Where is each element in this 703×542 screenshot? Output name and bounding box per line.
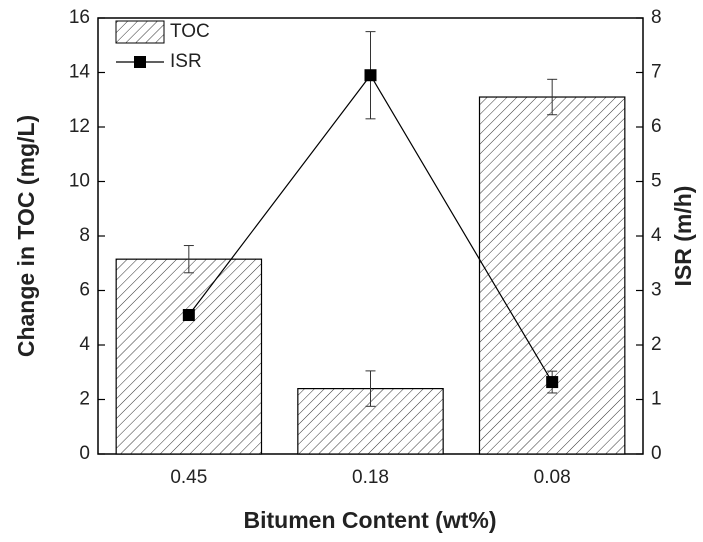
y-tick-label: 2 [79, 389, 90, 410]
y-axis-title: Change in TOC (mg/L) [13, 115, 39, 357]
error-bar [183, 245, 194, 274]
y2-tick-label: 0 [651, 443, 662, 464]
legend-marker [134, 56, 146, 68]
y2-tick-label: 3 [651, 280, 662, 301]
marker [182, 309, 195, 322]
y2-tick-label: 7 [651, 62, 662, 83]
x-tick-label: 0.18 [352, 467, 389, 488]
x-tick-label: 0.45 [170, 467, 207, 488]
y-tick-label: 0 [79, 443, 90, 464]
y2-axis-title: ISR (m/h) [670, 186, 696, 287]
y-tick-label: 16 [69, 7, 90, 28]
error-bar [547, 78, 558, 116]
y-tick-label: 14 [69, 62, 91, 83]
x-axis-title: Bitumen Content (wt%) [244, 507, 497, 533]
y2-tick-label: 6 [651, 116, 662, 137]
legend-swatch [115, 20, 165, 44]
y-tick-label: 4 [79, 334, 90, 355]
marker [364, 69, 377, 82]
legend-label: TOC [170, 21, 210, 42]
y2-tick-label: 5 [651, 171, 662, 192]
y2-tick-label: 8 [651, 7, 662, 28]
y2-tick-label: 2 [651, 334, 662, 355]
legend-label: ISR [170, 51, 202, 72]
error-bar [365, 370, 376, 407]
bar [478, 96, 626, 455]
y-tick-label: 6 [79, 280, 90, 301]
y-tick-label: 10 [69, 171, 90, 192]
y2-tick-label: 1 [651, 389, 662, 410]
y-tick-label: 12 [69, 116, 90, 137]
x-tick-label: 0.08 [534, 467, 571, 488]
y2-tick-label: 4 [651, 225, 662, 246]
marker [546, 376, 559, 389]
y-tick-label: 8 [79, 225, 90, 246]
bar [115, 258, 263, 455]
